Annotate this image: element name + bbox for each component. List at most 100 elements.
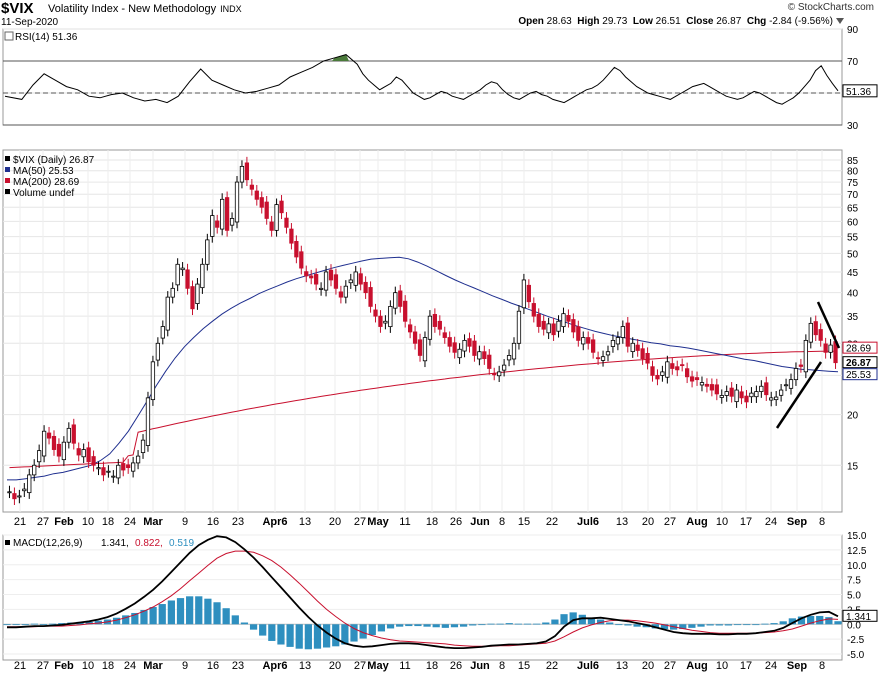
close-value: 26.87 <box>716 16 742 27</box>
candle <box>670 363 675 369</box>
candle <box>813 321 818 336</box>
candle <box>343 285 348 298</box>
candle <box>160 326 165 339</box>
candle <box>719 395 724 398</box>
trendline-up <box>775 361 823 429</box>
candle <box>175 263 180 286</box>
candle <box>783 384 789 387</box>
candle <box>195 283 200 304</box>
macd-histogram-bar <box>487 623 495 625</box>
macd-histogram-bar <box>715 624 723 626</box>
price-current-label: 26.87 <box>846 358 871 369</box>
macd-tick-label: -2.5 <box>847 635 865 646</box>
candle <box>338 291 344 298</box>
candle <box>516 310 522 344</box>
x-axis-label: 21 <box>14 516 26 528</box>
macd-histogram-bar <box>560 614 568 625</box>
x-axis-label: 10 <box>716 516 728 528</box>
ohlc-summary: Open 28.63 High 29.73 Low 26.51 Close 26… <box>518 16 844 27</box>
candle <box>76 448 81 456</box>
price-legend-item: MA(200) 28.69 <box>13 177 80 188</box>
macd-histogram-bar <box>231 615 239 625</box>
candle <box>299 251 304 269</box>
macd-histogram-bar <box>441 624 449 628</box>
candle <box>408 324 413 333</box>
macd-legend-item: 0.519 <box>169 538 194 549</box>
rsi-frame <box>2 28 843 126</box>
candle <box>605 351 611 356</box>
macd-x-axis-label: Apr6 <box>262 660 287 672</box>
price-tick-label: 65 <box>847 203 859 214</box>
candle <box>101 467 106 476</box>
stockcharts-logo[interactable]: © StockCharts.com <box>787 2 874 13</box>
macd-histogram-bar <box>469 624 477 626</box>
macd-histogram-bar <box>624 624 632 626</box>
candle <box>675 366 680 371</box>
candle <box>66 427 71 443</box>
candle <box>348 279 353 284</box>
candle <box>279 200 284 214</box>
macd-x-axis-label: Aug <box>686 660 707 672</box>
rsi-current-box <box>842 84 878 98</box>
candle <box>91 456 96 466</box>
candle <box>41 430 47 457</box>
macd-histogram-bar <box>423 624 431 627</box>
candle <box>155 342 160 361</box>
candle <box>135 455 141 464</box>
macd-histogram-bar <box>12 624 20 626</box>
candle <box>180 267 185 271</box>
macd-x-axis-label: 22 <box>546 660 558 672</box>
x-axis-label: 11 <box>399 516 410 528</box>
candle <box>244 162 250 181</box>
macd-histogram-bar <box>743 624 751 626</box>
candle <box>689 376 695 382</box>
price-panel: 8580757065605550454035302520152127Feb101… <box>2 149 878 528</box>
candle <box>541 320 546 330</box>
macd-histogram-bar <box>249 624 258 630</box>
rsi-line <box>4 54 839 105</box>
price-legend-swatch <box>5 167 10 172</box>
macd-x-axis-label: 9 <box>182 660 188 672</box>
macd-histogram-bar <box>816 615 824 625</box>
macd-x-axis-label: 24 <box>124 660 136 672</box>
candle <box>561 313 566 328</box>
high-label: High <box>577 16 600 27</box>
macd-histogram-bar <box>112 617 121 625</box>
candle <box>131 462 136 472</box>
price-tick-label: 20 <box>847 411 859 422</box>
macd-line <box>7 535 839 649</box>
x-axis-label: 13 <box>616 516 628 528</box>
candle <box>116 464 121 479</box>
candle <box>660 371 665 376</box>
macd-histogram-bar <box>633 624 641 627</box>
candle <box>412 331 418 344</box>
candle <box>600 356 606 361</box>
candle <box>655 374 660 380</box>
macd-x-axis-label: 13 <box>299 660 311 672</box>
macd-histogram-bar <box>259 624 267 636</box>
candle <box>106 470 111 473</box>
candle <box>808 322 813 343</box>
x-axis-label: 18 <box>426 516 438 528</box>
chevron-down-icon[interactable] <box>836 18 844 25</box>
macd-histogram-bar <box>523 623 532 625</box>
macd-histogram-bar <box>587 617 596 625</box>
x-axis-label: 23 <box>232 516 244 528</box>
x-axis-label: 13 <box>299 516 311 528</box>
candle <box>323 271 329 291</box>
candle <box>86 447 91 463</box>
macd-x-axis-label: May <box>367 660 389 672</box>
macd-histogram-bar <box>213 602 221 625</box>
candle <box>778 389 784 396</box>
candle <box>150 361 156 401</box>
candle <box>729 387 734 397</box>
macd-histogram-bar <box>386 624 395 629</box>
macd-x-axis-label: 11 <box>399 660 410 672</box>
macd-x-axis-label: 8 <box>499 660 505 672</box>
candle <box>680 364 685 367</box>
x-axis-label: 27 <box>664 516 676 528</box>
candle <box>56 443 62 457</box>
macd-histogram-bar <box>131 612 139 625</box>
macd-x-axis-label: 8 <box>819 660 825 672</box>
